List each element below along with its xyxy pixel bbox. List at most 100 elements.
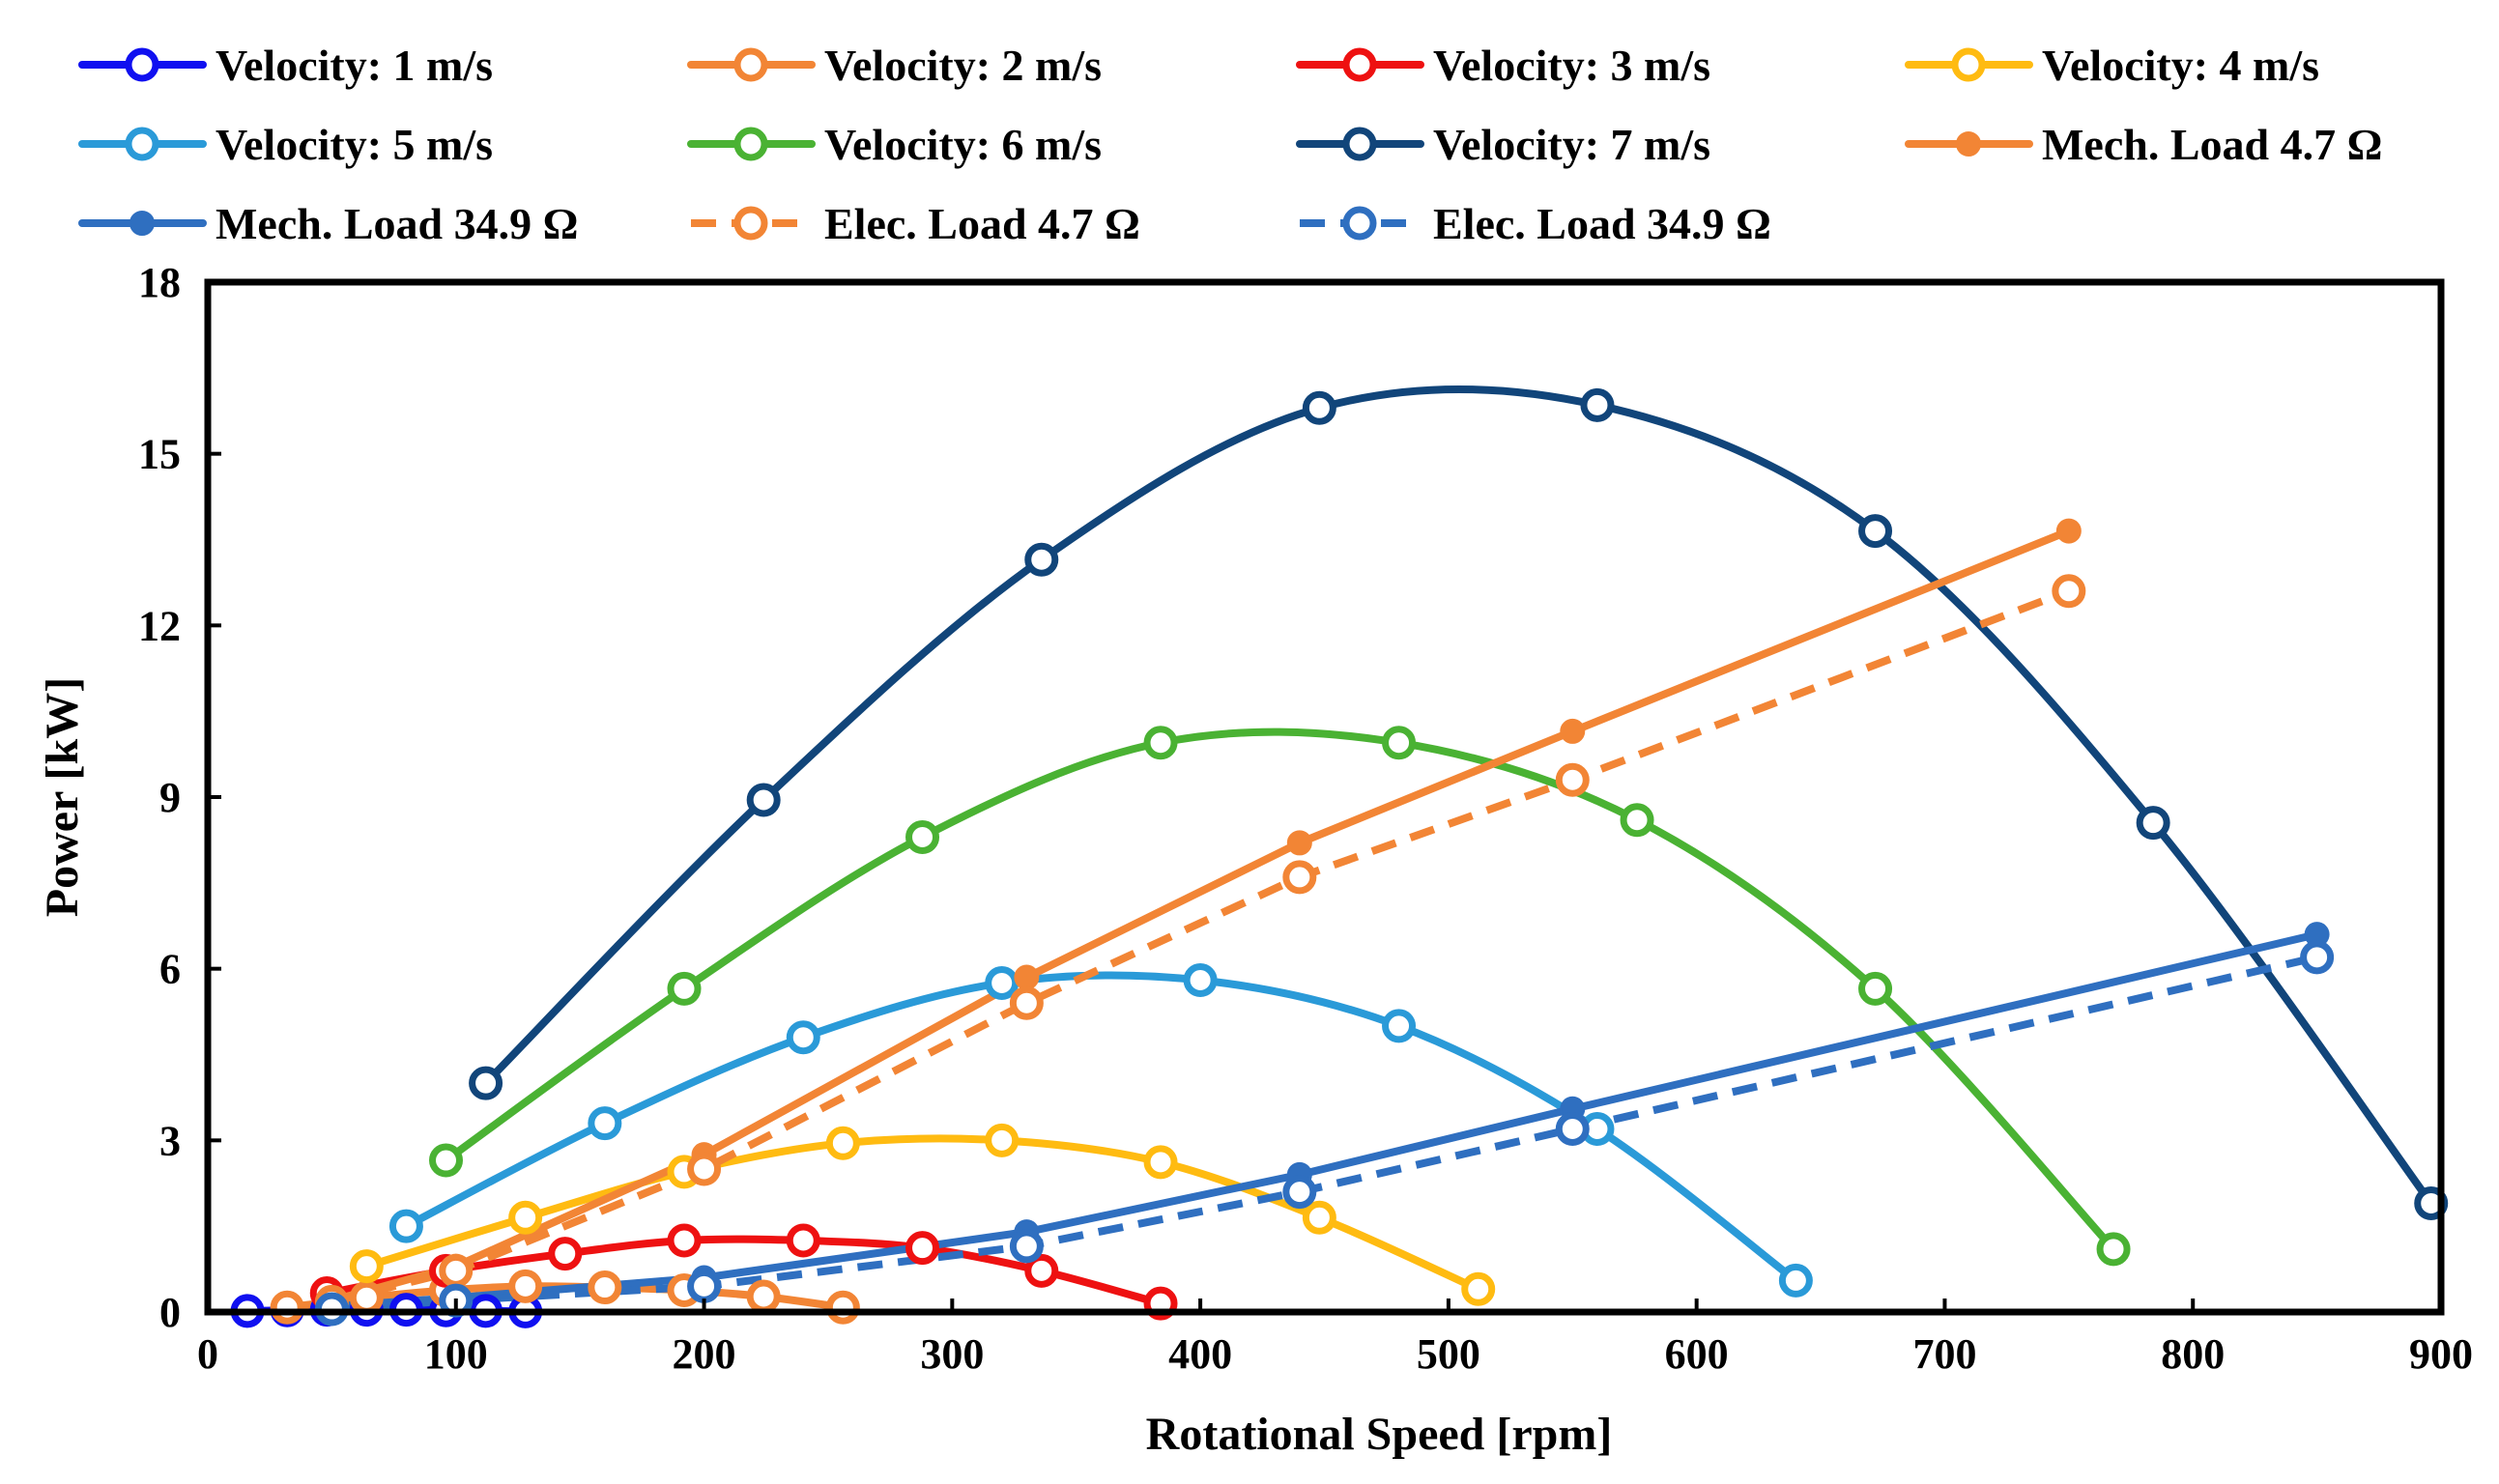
data-point-velocity-4-m-s-5: [1143, 1145, 1178, 1180]
plot-lines: [244, 385, 2435, 1316]
data-point-velocity-5-m-s-4: [1183, 963, 1218, 998]
data-point-velocity-2-m-s-7: [825, 1290, 860, 1325]
plot-markers: [230, 387, 2449, 1328]
data-point-velocity-7-m-s-3: [1302, 390, 1336, 425]
legend-marker-velocity-3-m-s: [1342, 47, 1377, 82]
x-tick-label: 400: [1168, 1330, 1232, 1378]
data-point-velocity-6-m-s-5: [1620, 803, 1654, 838]
data-point-velocity-4-m-s-1: [508, 1200, 543, 1235]
data-point-elec-load-34-9-ohm-2: [687, 1269, 722, 1303]
data-point-velocity-4-m-s-7: [1461, 1271, 1496, 1306]
legend-marker-mech-load-4-7-ohm: [1956, 131, 1981, 157]
data-point-elec-load-34-9-ohm-4: [1282, 1175, 1317, 1210]
data-point-mech-load-4-7-ohm-5: [1560, 718, 1586, 744]
x-tick-label: 0: [197, 1330, 218, 1378]
data-point-velocity-7-m-s-1: [746, 783, 781, 817]
legend-label-mech-load-4-7-ohm: Mech. Load 4.7 Ω: [2042, 120, 2382, 169]
data-point-velocity-2-m-s-1: [349, 1280, 384, 1315]
data-point-elec-load-4-7-ohm-3: [1009, 985, 1044, 1020]
data-point-velocity-5-m-s-1: [588, 1106, 622, 1141]
y-axis-title: Power [kW]: [37, 677, 88, 917]
data-point-velocity-7-m-s-6: [2136, 806, 2170, 841]
data-point-mech-load-4-7-ohm-6: [2055, 518, 2082, 544]
x-tick-label: 800: [2161, 1330, 2225, 1378]
data-point-velocity-2-m-s-6: [746, 1279, 781, 1314]
data-point-elec-load-4-7-ohm-5: [1555, 762, 1590, 797]
legend-marker-velocity-6-m-s: [733, 127, 768, 161]
legend-label-velocity-2-m-s: Velocity: 2 m/s: [824, 41, 1102, 90]
data-point-velocity-7-m-s-4: [1580, 387, 1615, 422]
data-point-elec-load-4-7-ohm-6: [2052, 574, 2086, 609]
data-point-velocity-3-m-s-5: [905, 1231, 940, 1266]
data-point-velocity-3-m-s-3: [667, 1223, 702, 1258]
legend-label-velocity-7-m-s: Velocity: 7 m/s: [1433, 120, 1710, 169]
series-line-mech-load-34-9-ohm: [328, 930, 2321, 1311]
legend-marker-velocity-5-m-s: [125, 127, 159, 161]
data-point-elec-load-34-9-ohm-3: [1009, 1229, 1044, 1264]
data-point-velocity-6-m-s-6: [1858, 971, 1893, 1006]
x-axis-ticks: 0 100 200 300 400 500 600 700 800 900: [197, 1298, 2473, 1378]
legend-label-mech-load-34-9-ohm: Mech. Load 34.9 Ω: [215, 199, 578, 248]
data-point-velocity-2-m-s-4: [588, 1270, 622, 1305]
data-point-velocity-3-m-s-6: [1024, 1253, 1059, 1288]
data-point-velocity-6-m-s-2: [905, 819, 940, 854]
data-point-velocity-7-m-s-2: [1024, 542, 1059, 577]
legend-label-velocity-4-m-s: Velocity: 4 m/s: [2042, 41, 2319, 90]
data-point-elec-load-4-7-ohm-2: [687, 1152, 722, 1186]
x-tick-label: 700: [1912, 1330, 1976, 1378]
x-tick-label: 900: [2409, 1330, 2473, 1378]
legend-marker-velocity-7-m-s: [1342, 127, 1377, 161]
legend: Velocity: 1 m/s Velocity: 2 m/s Velocity: …: [78, 41, 2382, 248]
data-point-velocity-7-m-s-5: [1858, 514, 1893, 549]
y-axis-ticks: 0 3 6 9 12 15 18: [138, 259, 221, 1336]
data-point-velocity-5-m-s-5: [1382, 1009, 1417, 1043]
legend-label-velocity-3-m-s: Velocity: 3 m/s: [1433, 41, 1710, 90]
x-tick-label: 300: [920, 1330, 984, 1378]
data-point-velocity-3-m-s-2: [548, 1237, 583, 1271]
legend-label-velocity-5-m-s: Velocity: 5 m/s: [215, 120, 493, 169]
y-tick-label: 12: [138, 602, 181, 649]
data-point-elec-load-4-7-ohm-1: [439, 1253, 474, 1288]
data-point-velocity-4-m-s-3: [825, 1126, 860, 1160]
legend-label-velocity-6-m-s: Velocity: 6 m/s: [824, 120, 1102, 169]
y-tick-label: 18: [138, 259, 181, 306]
data-point-velocity-4-m-s-4: [985, 1123, 1020, 1157]
data-point-velocity-5-m-s-0: [388, 1209, 423, 1243]
data-point-elec-load-34-9-ohm-5: [1555, 1111, 1590, 1146]
data-point-velocity-5-m-s-7: [1778, 1263, 1813, 1298]
data-point-velocity-2-m-s-3: [508, 1269, 543, 1303]
data-point-velocity-5-m-s-2: [786, 1020, 820, 1055]
legend-marker-velocity-2-m-s: [733, 47, 768, 82]
x-tick-label: 500: [1417, 1330, 1480, 1378]
legend-label-velocity-1-m-s: Velocity: 1 m/s: [215, 41, 493, 90]
legend-marker-velocity-1-m-s: [125, 47, 159, 82]
data-point-mech-load-4-7-ohm-3: [1014, 964, 1040, 990]
legend-marker-elec-load-34-9-ohm: [1342, 206, 1377, 241]
legend-label-elec-load-34-9-ohm: Elec. Load 34.9 Ω: [1433, 199, 1771, 248]
series-line-elec-load-34-9-ohm: [331, 953, 2318, 1314]
y-tick-label: 9: [159, 774, 181, 821]
data-point-velocity-7-m-s-0: [469, 1066, 503, 1100]
data-point-velocity-2-m-s-0: [270, 1290, 304, 1325]
x-axis-title: Rotational Speed [rpm]: [1146, 1409, 1613, 1460]
data-point-velocity-5-m-s-3: [985, 965, 1020, 1000]
legend-label-elec-load-4-7-ohm: Elec. Load 4.7 Ω: [824, 199, 1140, 248]
series-line-mech-load-4-7-ohm: [328, 527, 2073, 1305]
data-point-velocity-6-m-s-3: [1143, 726, 1178, 760]
data-point-velocity-4-m-s-6: [1302, 1200, 1336, 1235]
x-tick-label: 200: [673, 1330, 736, 1378]
legend-marker-elec-load-4-7-ohm: [733, 206, 768, 241]
data-point-velocity-3-m-s-4: [786, 1223, 820, 1258]
legend-marker-velocity-4-m-s: [1951, 47, 1986, 82]
y-tick-label: 0: [159, 1289, 181, 1336]
y-tick-label: 6: [159, 946, 181, 993]
data-point-elec-load-34-9-ohm-6: [2300, 940, 2335, 975]
x-tick-label: 100: [424, 1330, 488, 1378]
x-tick-label: 600: [1665, 1330, 1729, 1378]
data-point-velocity-6-m-s-0: [429, 1143, 464, 1178]
y-tick-label: 3: [159, 1117, 181, 1164]
data-point-velocity-6-m-s-1: [667, 971, 702, 1006]
data-point-velocity-4-m-s-0: [349, 1249, 384, 1284]
data-point-mech-load-4-7-ohm-4: [1286, 830, 1312, 856]
